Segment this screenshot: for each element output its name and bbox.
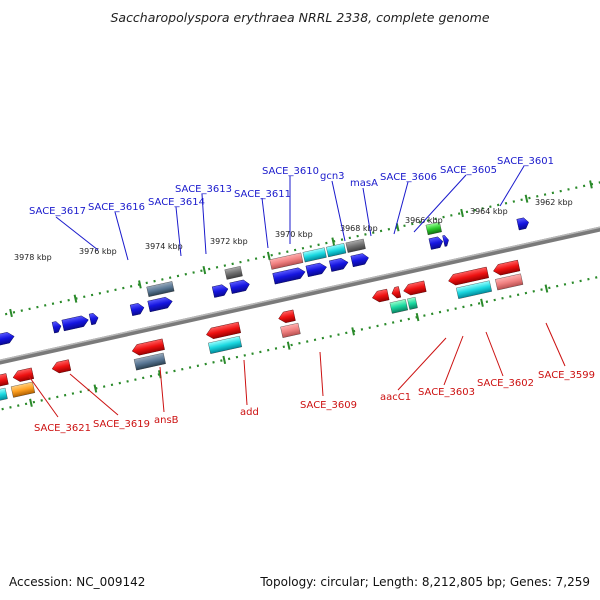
scale-label: 3968 kbp	[340, 224, 378, 233]
feature-teal	[389, 299, 408, 314]
gene-reverse	[493, 259, 521, 276]
gene-forward	[147, 296, 173, 313]
gene-label: SACE_3613	[175, 184, 232, 195]
feature-grey	[224, 266, 243, 280]
gene-reverse	[372, 288, 390, 303]
gene-label: SACE_3621	[34, 423, 91, 434]
bottom-features	[0, 273, 524, 403]
gene-reverse	[0, 373, 9, 388]
scale-label: 3974 kbp	[145, 242, 183, 251]
genome-summary-text: Topology: circular; Length: 8,212,805 bp…	[260, 575, 590, 589]
gene-label: add	[240, 407, 259, 418]
gene-reverse	[403, 280, 427, 296]
feature-green	[425, 221, 442, 236]
gene-label: SACE_3599	[538, 370, 595, 381]
gene-reverse	[448, 266, 489, 286]
map-title: Saccharopolyspora erythraea NRRL 2338, c…	[110, 10, 490, 25]
gene-label: SACE_3602	[477, 378, 534, 389]
feature-steel	[146, 281, 175, 297]
gene-label: SACE_3605	[440, 165, 497, 176]
feature-steel	[133, 352, 166, 371]
gene-label: SACE_3616	[88, 202, 145, 213]
bottom-gene-labels: SACE_3621 SACE_3619 ansB add SACE_3609 a…	[27, 322, 595, 434]
gene-forward	[442, 235, 449, 247]
genome-backbone-highlight	[0, 210, 600, 369]
gene-reverse	[12, 367, 35, 382]
gene-label: masA	[350, 178, 378, 189]
gene-label: SACE_3619	[93, 419, 150, 430]
gene-forward	[129, 303, 145, 316]
gene-forward	[329, 258, 349, 272]
reverse-genes	[0, 259, 521, 388]
scale-ticks-top	[9, 180, 593, 318]
gene-forward	[516, 217, 529, 231]
feature-cyan	[456, 280, 492, 299]
gene-label: SACE_3610	[262, 166, 319, 177]
scale-label: 3964 kbp	[470, 207, 508, 216]
gene-label: SACE_3609	[300, 400, 357, 411]
gene-forward	[229, 279, 250, 294]
gene-forward	[211, 284, 229, 298]
gene-label: SACE_3603	[418, 387, 475, 398]
gene-label: SACE_3617	[29, 206, 86, 217]
gene-forward	[272, 267, 306, 285]
gene-forward	[61, 315, 89, 332]
top-gene-labels: SACE_3617 SACE_3616 SACE_3614 SACE_3613 …	[29, 156, 554, 261]
feature-grey	[345, 238, 366, 253]
gene-reverse	[278, 309, 296, 323]
gene-label: SACE_3614	[148, 197, 205, 208]
gene-forward	[305, 262, 327, 278]
gene-forward	[0, 332, 15, 347]
scale-label: 3972 kbp	[210, 237, 248, 246]
feature-cyan	[326, 243, 347, 258]
scale-label: 3962 kbp	[535, 198, 573, 207]
gene-label: ansB	[154, 415, 179, 426]
feature-cyan	[208, 335, 243, 354]
feature-orange	[10, 381, 36, 398]
scale-label: 3970 kbp	[275, 230, 313, 239]
gene-label: aacC1	[380, 392, 411, 403]
gene-forward	[350, 253, 369, 268]
gene-label: SACE_3601	[497, 156, 554, 167]
scale-label: 3976 kbp	[79, 247, 117, 256]
scale-ticks-bottom	[29, 284, 549, 407]
gene-forward	[428, 236, 444, 250]
gene-label: gcn3	[320, 171, 345, 182]
feature-cyan	[0, 387, 8, 403]
genome-track	[0, 167, 600, 416]
top-features	[146, 221, 442, 297]
gene-reverse	[206, 321, 241, 339]
gene-reverse	[51, 359, 72, 374]
feature-pink	[495, 273, 524, 291]
gene-reverse	[131, 338, 165, 356]
feature-pink	[269, 252, 304, 270]
feature-teal	[407, 296, 418, 310]
gene-label: SACE_3606	[380, 172, 437, 183]
gene-forward	[51, 321, 62, 334]
gene-forward	[88, 313, 99, 326]
feature-cyan	[302, 247, 327, 263]
forward-genes	[0, 217, 529, 347]
scale-label: 3978 kbp	[14, 253, 52, 262]
gene-reverse	[391, 286, 402, 299]
gene-label: SACE_3611	[234, 189, 291, 200]
accession-text: Accession: NC_009142	[9, 575, 146, 589]
feature-pink	[280, 322, 301, 338]
